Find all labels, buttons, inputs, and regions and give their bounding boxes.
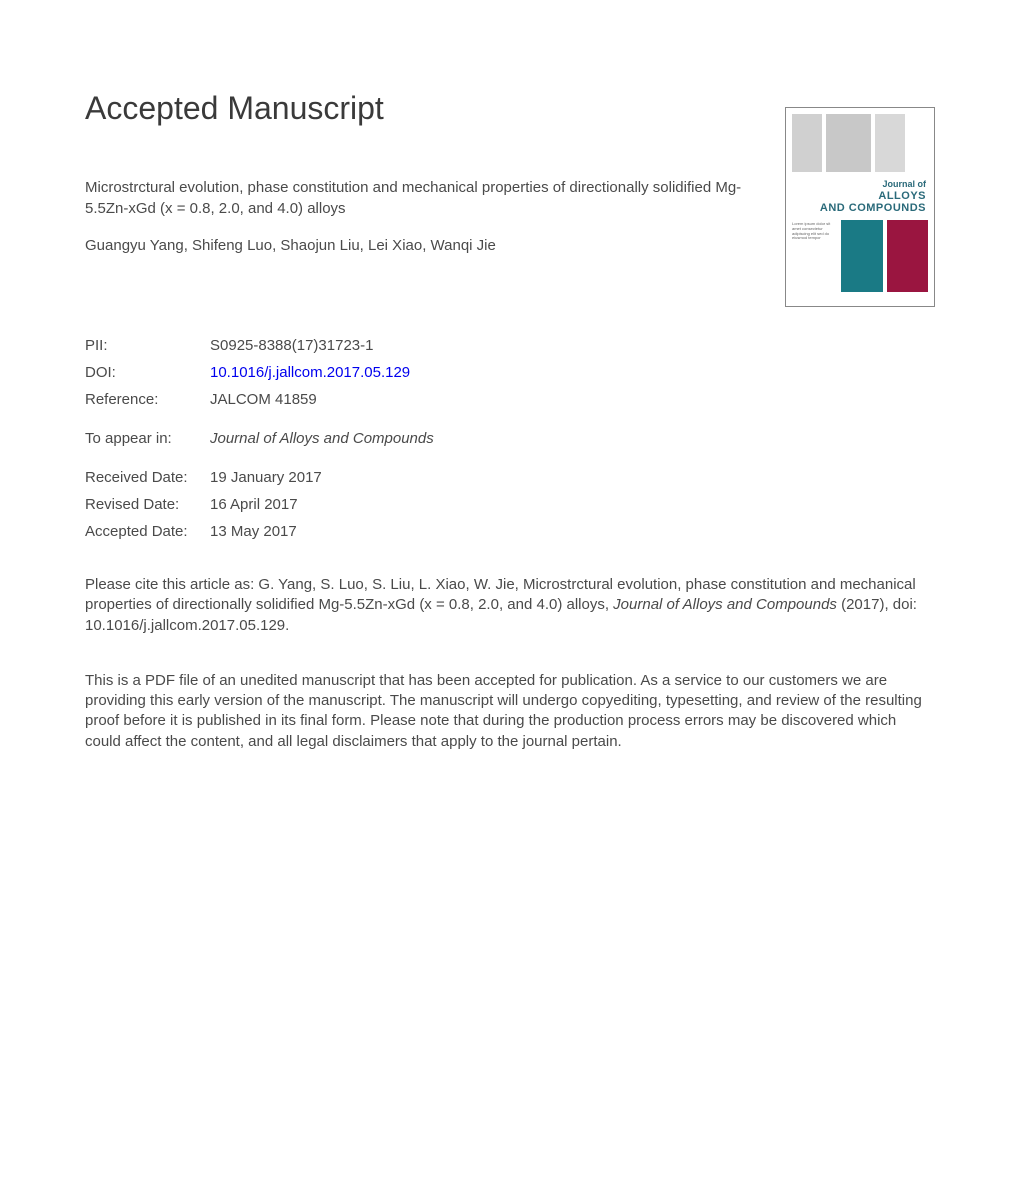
meta-row-pii: PII: S0925-8388(17)31723-1 [85, 337, 935, 354]
doi-link[interactable]: 10.1016/j.jallcom.2017.05.129 [210, 364, 410, 381]
disclaimer-paragraph: This is a PDF file of an unedited manusc… [85, 671, 935, 752]
header-row: Microstrctural evolution, phase constitu… [85, 177, 935, 307]
meta-value: Journal of Alloys and Compounds [210, 430, 434, 447]
metadata-table: PII: S0925-8388(17)31723-1 DOI: 10.1016/… [85, 337, 935, 540]
meta-value: 16 April 2017 [210, 496, 298, 513]
citation-journal: Journal of Alloys and Compounds [613, 596, 837, 613]
meta-label: Revised Date: [85, 496, 210, 513]
article-authors: Guangyu Yang, Shifeng Luo, Shaojun Liu, … [85, 237, 765, 254]
cover-bottom-graphics: Lorem ipsum dolor sit amet consectetur a… [786, 216, 934, 296]
meta-label: PII: [85, 337, 210, 354]
meta-row-doi: DOI: 10.1016/j.jallcom.2017.05.129 [85, 364, 935, 381]
meta-value: JALCOM 41859 [210, 391, 317, 408]
journal-cover-thumbnail: Journal of ALLOYS AND COMPOUNDS Lorem ip… [785, 107, 935, 307]
title-block: Microstrctural evolution, phase constitu… [85, 177, 785, 254]
meta-label: Reference: [85, 391, 210, 408]
meta-value: 19 January 2017 [210, 469, 322, 486]
meta-label: DOI: [85, 364, 210, 381]
meta-row-revised: Revised Date: 16 April 2017 [85, 496, 935, 513]
meta-value: 13 May 2017 [210, 523, 297, 540]
meta-label: Accepted Date: [85, 523, 210, 540]
meta-row-accepted: Accepted Date: 13 May 2017 [85, 523, 935, 540]
article-title: Microstrctural evolution, phase constitu… [85, 177, 765, 219]
meta-label: Received Date: [85, 469, 210, 486]
meta-value: S0925-8388(17)31723-1 [210, 337, 373, 354]
meta-row-received: Received Date: 19 January 2017 [85, 469, 935, 486]
meta-row-reference: Reference: JALCOM 41859 [85, 391, 935, 408]
citation-paragraph: Please cite this article as: G. Yang, S.… [85, 575, 935, 636]
meta-label: To appear in: [85, 430, 210, 447]
cover-journal-name: Journal of ALLOYS AND COMPOUNDS [786, 178, 934, 216]
cover-top-graphics [786, 108, 934, 178]
meta-row-appear: To appear in: Journal of Alloys and Comp… [85, 430, 935, 447]
